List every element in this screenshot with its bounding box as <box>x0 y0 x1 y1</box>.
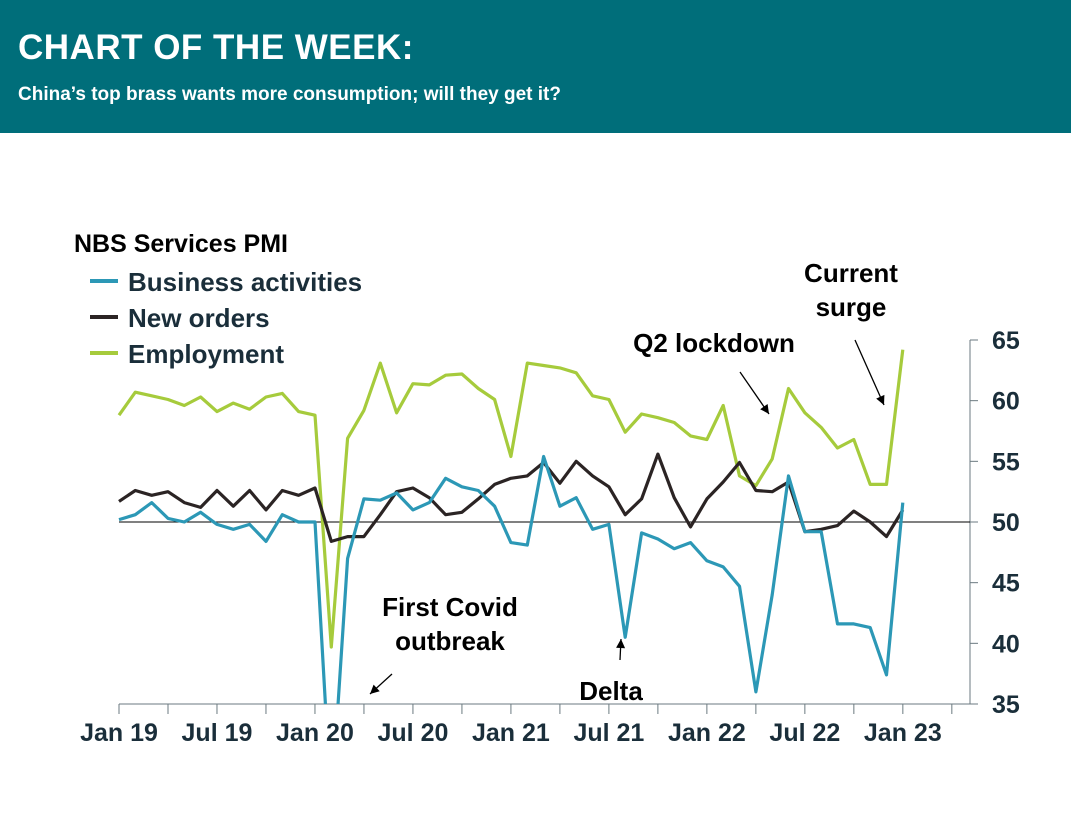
x-tick-label: Jul 21 <box>573 719 644 747</box>
header-banner: CHART OF THE WEEK: China’s top brass wan… <box>0 0 1071 133</box>
annotation-surge-arrowhead <box>876 394 885 405</box>
y-tick-label: 45 <box>992 570 1020 598</box>
annotation-surge-arrow <box>854 339 885 406</box>
x-tick-label: Jan 21 <box>472 719 550 747</box>
series-line-business <box>118 454 905 704</box>
annotations: First Covid outbreak Delta Q2 lockdown Curre… <box>369 258 898 706</box>
legend-label-business: Business activities <box>128 267 362 297</box>
x-tick-label: Jan 22 <box>668 719 746 747</box>
annotation-covid-text: First Covid <box>382 592 518 622</box>
annotation-surge-text: Current <box>804 258 898 288</box>
y-tick-label: 65 <box>992 327 1020 355</box>
chart-title: NBS Services PMI <box>74 230 288 258</box>
x-tick-label: Jan 23 <box>864 719 942 747</box>
y-tick-label: 60 <box>992 388 1020 416</box>
plot-area: 65 60 55 50 45 40 35 Jan 19 Jul 19 Jan 20 Jul 20 Ja… <box>80 327 1020 747</box>
annotation-covid-arrowhead <box>370 684 380 694</box>
y-tick-label: 35 <box>992 691 1020 719</box>
x-tick-label: Jul 22 <box>769 719 840 747</box>
y-tick-label: 55 <box>992 448 1020 476</box>
annotation-delta-arrowhead <box>616 639 626 649</box>
x-tick-label: Jul 20 <box>378 719 449 747</box>
y-tick-label: 40 <box>992 630 1020 658</box>
series-line-employment <box>117 349 905 649</box>
annotation-surge-text: surge <box>816 292 887 322</box>
legend-label-orders: New orders <box>128 303 270 333</box>
banner-subtitle: China’s top brass wants more consumption… <box>18 84 561 105</box>
annotation-covid-text: outbreak <box>395 626 505 656</box>
x-tick-label: Jul 19 <box>182 719 253 747</box>
series-line-orders <box>118 452 905 544</box>
legend-label-employment: Employment <box>128 339 284 369</box>
annotation-q2-arrowhead <box>760 404 769 414</box>
legend: Business activities New orders Employment <box>90 267 362 369</box>
banner-title: CHART OF THE WEEK: <box>18 28 414 67</box>
annotation-delta-text: Delta <box>579 676 643 706</box>
x-tick-label: Jan 19 <box>80 719 158 747</box>
annotation-q2-text: Q2 lockdown <box>633 328 795 358</box>
x-tick-label: Jan 20 <box>276 719 354 747</box>
y-tick-label: 50 <box>992 509 1020 537</box>
